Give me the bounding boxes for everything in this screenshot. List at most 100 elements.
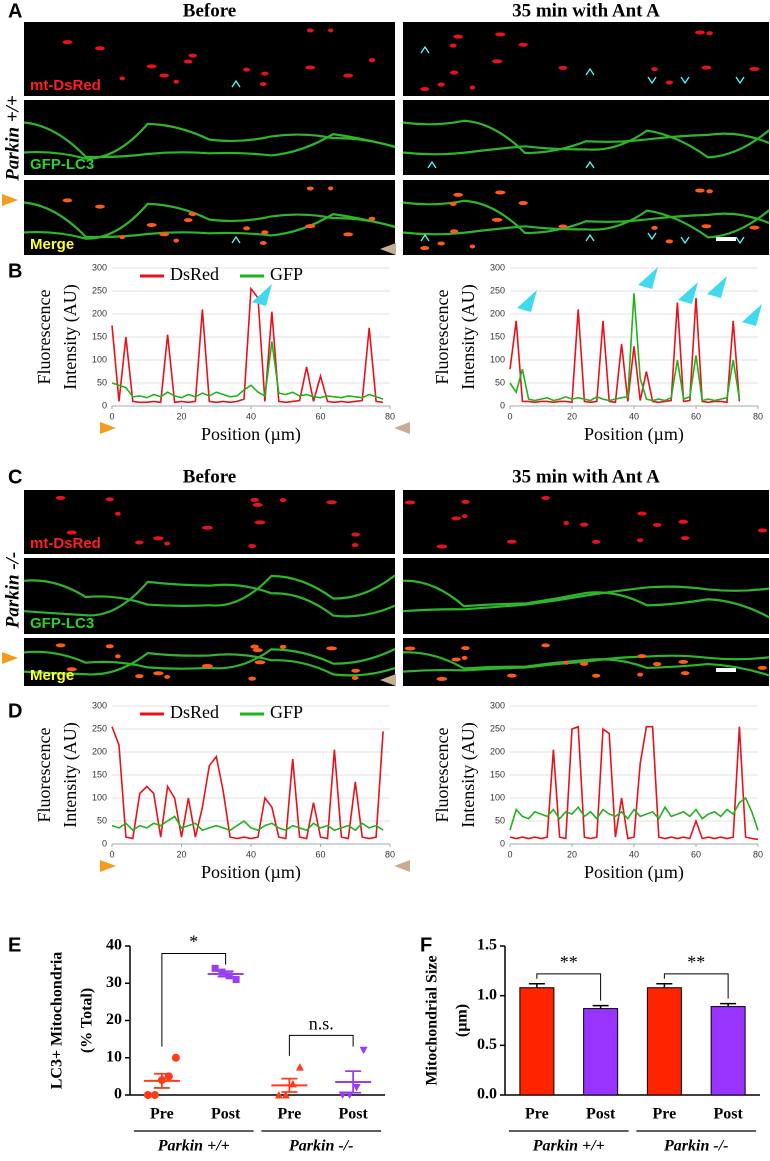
mitochondrion bbox=[404, 646, 416, 651]
mitochondrion bbox=[592, 539, 601, 544]
mitochondrion bbox=[188, 212, 197, 217]
profile-line bbox=[111, 286, 384, 404]
x-tick-label: 80 bbox=[385, 849, 395, 859]
panel-title: 35 min with Ant A bbox=[512, 0, 660, 21]
arrowhead bbox=[647, 76, 657, 85]
micrograph bbox=[24, 22, 395, 96]
y-tick-label: 250 bbox=[92, 723, 107, 733]
mitochondrion bbox=[436, 544, 448, 549]
mitochondrion bbox=[558, 65, 568, 70]
position-marker bbox=[380, 243, 396, 255]
mitochondrion bbox=[153, 536, 164, 541]
mitochondrion bbox=[326, 500, 337, 505]
channel-label: Merge bbox=[30, 236, 74, 253]
mitochondrion bbox=[146, 64, 157, 69]
mitochondrion bbox=[183, 59, 193, 64]
bar bbox=[583, 1008, 619, 1096]
x-tick-label: Post bbox=[713, 1106, 743, 1123]
arrowhead bbox=[585, 67, 595, 76]
channel-label: GFP-LC3 bbox=[30, 615, 94, 632]
genotype-label: Parkin +/+ bbox=[2, 95, 23, 182]
axon bbox=[23, 651, 396, 677]
x-tick-label: 20 bbox=[176, 411, 186, 421]
position-marker bbox=[100, 860, 116, 872]
mitochondrion bbox=[580, 522, 589, 527]
y-axis-label: Intensity (AU) bbox=[458, 284, 479, 389]
y-tick-label: 300 bbox=[490, 700, 505, 710]
x-tick-label: 80 bbox=[753, 849, 763, 859]
mitochondrion bbox=[135, 540, 144, 545]
mitochondrion bbox=[146, 222, 157, 227]
profile-line bbox=[111, 815, 384, 832]
error-bar bbox=[345, 1070, 362, 1094]
mitochondrion bbox=[159, 73, 170, 78]
group-label: Parkin -/- bbox=[288, 1138, 353, 1155]
error-bar bbox=[217, 970, 234, 978]
arrowhead bbox=[680, 76, 690, 85]
mitochondrion bbox=[580, 661, 589, 666]
y-tick-label: 0 bbox=[114, 1086, 122, 1103]
x-tick-label: 0 bbox=[507, 849, 512, 859]
mitochondrion bbox=[404, 500, 416, 505]
profile-line bbox=[509, 297, 741, 404]
position-marker bbox=[380, 674, 396, 686]
mitochondrion bbox=[254, 660, 266, 665]
axon bbox=[23, 574, 396, 607]
mitochondrion bbox=[491, 59, 503, 64]
mitochondrion bbox=[451, 516, 461, 521]
x-tick-label: 20 bbox=[567, 849, 577, 859]
mitochondrion bbox=[665, 239, 674, 244]
group-label: Parkin +/+ bbox=[532, 1138, 605, 1155]
y-tick-label: 200 bbox=[92, 308, 107, 318]
position-marker bbox=[394, 422, 410, 434]
mitochondrion bbox=[248, 544, 257, 549]
data-point bbox=[143, 1091, 152, 1099]
panel-title: Before bbox=[183, 466, 236, 487]
y-tick-label: 100 bbox=[490, 354, 505, 364]
y-tick-label: 50 bbox=[97, 815, 107, 825]
y-tick-label: 0 bbox=[102, 400, 107, 410]
x-tick-label: Post bbox=[211, 1106, 241, 1123]
y-tick-label: 20 bbox=[106, 1011, 122, 1028]
mitochondrion bbox=[436, 676, 448, 681]
channel-label: mt-DsRed bbox=[30, 77, 101, 94]
mitochondrion bbox=[651, 67, 658, 72]
x-tick-label: 40 bbox=[246, 849, 256, 859]
mitochondrion bbox=[757, 528, 768, 533]
error-bar bbox=[656, 982, 673, 988]
y-tick-label: 0 bbox=[102, 838, 107, 848]
mitochondrion bbox=[749, 66, 760, 71]
channel-label: mt-DsRed bbox=[30, 535, 101, 552]
mitochondrion bbox=[695, 188, 705, 193]
y-axis-label: Intensity (AU) bbox=[60, 284, 81, 389]
axon bbox=[23, 647, 396, 670]
mitochondrion bbox=[326, 646, 337, 651]
x-tick-label: Pre bbox=[525, 1106, 549, 1123]
data-point bbox=[274, 1091, 283, 1099]
axon bbox=[402, 651, 770, 677]
mitochondrion bbox=[351, 675, 359, 680]
mitochondrion bbox=[173, 238, 180, 243]
bar bbox=[710, 1006, 746, 1096]
y-axis-label: Fluorescence bbox=[432, 290, 452, 385]
mitochondrion bbox=[351, 532, 360, 537]
mitochondrion bbox=[62, 198, 73, 203]
significance-bracket bbox=[288, 1034, 354, 1056]
mitochondrion bbox=[678, 659, 689, 664]
mitochondrion bbox=[119, 76, 126, 81]
highlight-arrow bbox=[742, 304, 762, 326]
mitochondrion bbox=[495, 32, 506, 37]
mitochondrion bbox=[449, 43, 457, 48]
x-tick-label: 0 bbox=[507, 411, 512, 421]
group-label: Parkin -/- bbox=[663, 1138, 728, 1155]
mitochondrion bbox=[95, 204, 105, 209]
mitochondrion bbox=[243, 67, 251, 72]
axon bbox=[23, 202, 396, 240]
mitochondrion bbox=[453, 192, 464, 197]
y-tick-label: 200 bbox=[490, 308, 505, 318]
legend-label: DsRed bbox=[170, 702, 219, 722]
mitochondrion bbox=[450, 70, 459, 75]
mitochondrion bbox=[652, 662, 662, 667]
mitochondrion bbox=[164, 541, 171, 546]
mitochondrion bbox=[420, 246, 430, 251]
